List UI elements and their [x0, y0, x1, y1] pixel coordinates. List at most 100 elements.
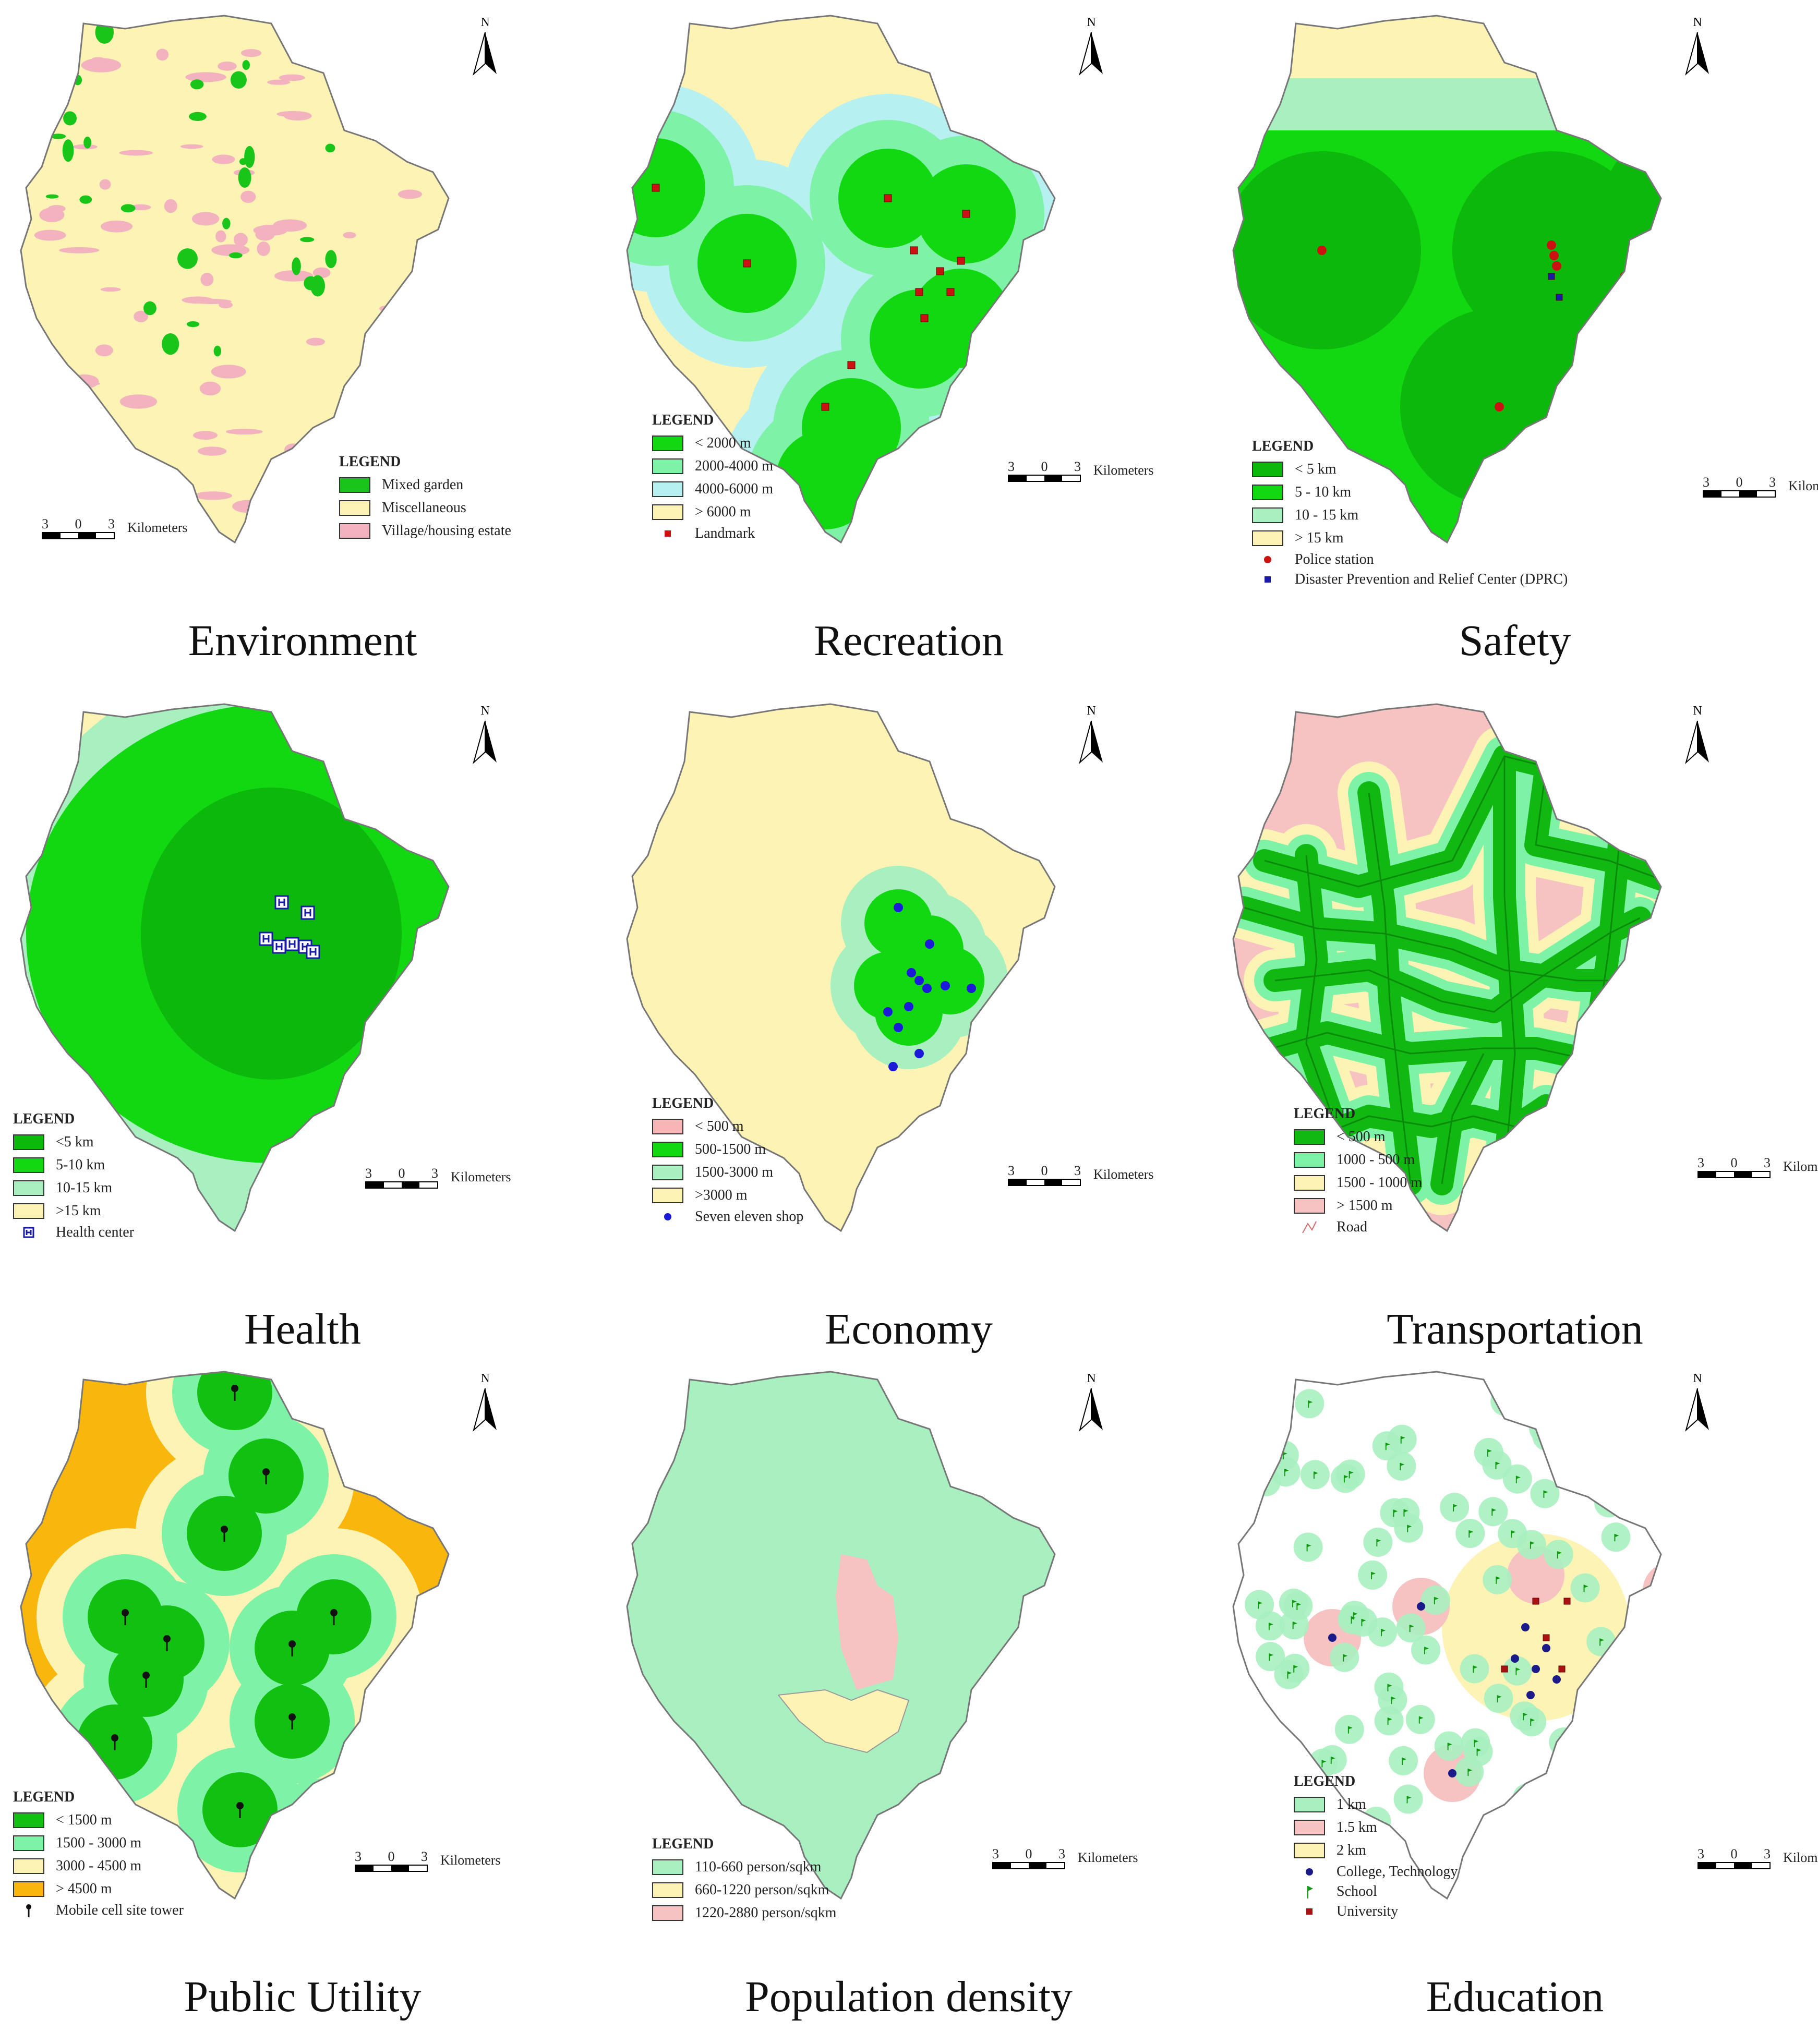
legend-label: 1500 - 3000 m: [56, 1835, 142, 1851]
landmark-marker: [915, 288, 923, 296]
village-patch: [156, 49, 169, 61]
legend-label: Mobile cell site tower: [56, 1902, 184, 1918]
garden-patch: [79, 195, 92, 204]
village-patch: [100, 287, 121, 292]
seven-eleven-marker: [914, 976, 924, 985]
school-marker: [1386, 1443, 1390, 1446]
village-patch: [62, 410, 100, 418]
legend-item: 1500 - 3000 m: [13, 1832, 184, 1855]
dprc-marker: [1556, 294, 1563, 301]
school-buffer: [1608, 1793, 1638, 1823]
village-patch: [279, 74, 305, 81]
legend-item: Village/housing estate: [339, 519, 511, 542]
school-buffer: [1330, 1642, 1359, 1672]
scale-tick-label: 0: [75, 516, 82, 531]
garden-patch: [50, 134, 66, 139]
school-buffer: [1274, 1660, 1304, 1689]
school-buffer: [1601, 1522, 1631, 1552]
legend-label: 1500 - 1000 m: [1337, 1175, 1423, 1191]
legend-label: 110-660 person/sqkm: [695, 1859, 822, 1875]
legend-swatch: [13, 1835, 44, 1851]
legend: LEGEND < 5 km 5 - 10 km 10 - 15 km > 15 km Po…: [1252, 438, 1568, 589]
map-public-utility: [20, 1371, 450, 1900]
school-marker: [1544, 1490, 1548, 1494]
garden-patch: [189, 112, 207, 121]
legend-item: > 4500 m: [13, 1878, 184, 1901]
school-buffer: [1372, 1431, 1402, 1461]
legend-label: Police station: [1295, 551, 1374, 567]
north-arrow: N: [1682, 704, 1713, 767]
legend-swatch: [652, 1119, 683, 1134]
scale-tick-label: 3: [1074, 1163, 1081, 1178]
village-patch: [284, 443, 302, 456]
school-marker: [1343, 1654, 1348, 1658]
school-marker: [1294, 1665, 1298, 1668]
flag-icon: [1307, 1886, 1313, 1898]
map-safety: [1232, 15, 1662, 544]
legend-item: 5-10 km: [13, 1154, 134, 1177]
legend-swatch: [13, 1858, 44, 1874]
garden-patch: [190, 79, 204, 90]
school-buffer: [1502, 1464, 1532, 1494]
legend-title: LEGEND: [1294, 1773, 1356, 1789]
village-patch: [55, 453, 69, 458]
north-label: N: [1087, 704, 1096, 718]
scale-tick-label: 3: [1764, 1155, 1771, 1170]
legend-label: < 2000 m: [695, 435, 751, 451]
school-marker: [1307, 1544, 1311, 1547]
school-buffer: [1295, 1389, 1325, 1419]
north-arrow-icon: [1685, 32, 1709, 76]
school-buffer: [1420, 1585, 1450, 1615]
school-marker: [1362, 1618, 1366, 1622]
village-patch: [199, 381, 221, 396]
legend-symbol-item: Road: [1294, 1217, 1422, 1237]
school-buffer: [1483, 1565, 1512, 1594]
garden-patch: [95, 21, 114, 44]
north-arrow-icon: [1685, 720, 1709, 765]
school-buffer: [1338, 1604, 1367, 1634]
legend-label: 1000 - 500 m: [1337, 1152, 1415, 1168]
school-buffer: [1498, 1519, 1527, 1549]
buffer-zone: [776, 430, 875, 529]
legend-title: LEGEND: [1252, 438, 1314, 454]
panel-caption: Environment: [188, 616, 417, 665]
school-marker: [1259, 1844, 1264, 1847]
school-buffer: [1484, 1684, 1513, 1713]
school-buffer: [1279, 1610, 1309, 1640]
school-buffer: [1594, 1488, 1623, 1518]
village-patch: [194, 491, 232, 500]
landmark-marker: [962, 210, 970, 218]
map-recreation: [626, 15, 1056, 544]
scale-tick-label: 0: [1041, 1163, 1048, 1178]
legend-label: < 500 m: [1337, 1129, 1386, 1145]
panel-caption: Education: [1426, 1973, 1604, 2021]
legend-item: > 15 km: [1252, 527, 1568, 550]
scale-tick-label: 0: [1730, 1155, 1738, 1170]
seven-eleven-marker: [888, 1062, 898, 1071]
university-marker: [1558, 1665, 1566, 1673]
road-line: [1503, 756, 1516, 1174]
panel-transportation: N LEGEND < 500 m 1000 - 500 m 1500 - 1000 m >…: [1212, 688, 1818, 1366]
scale-unit: Kilometers: [1093, 463, 1154, 478]
school-marker: [1402, 1757, 1407, 1761]
panel-caption: Recreation: [814, 616, 1004, 665]
legend: LEGEND < 500 m 1000 - 500 m 1500 - 1000 m > …: [1294, 1106, 1422, 1237]
village-patch: [276, 111, 309, 117]
landmark-marker: [884, 194, 892, 202]
school-buffer: [1525, 1782, 1555, 1811]
school-buffer: [1560, 1426, 1590, 1456]
legend-label: 1220-2880 person/sqkm: [695, 1905, 837, 1921]
school-marker: [1622, 1805, 1627, 1808]
north-arrow: N: [469, 16, 501, 78]
school-marker: [1344, 1475, 1349, 1479]
legend: LEGEND < 1500 m 1500 - 3000 m 3000 - 4500 m…: [13, 1789, 184, 1920]
north-arrow-icon: [1079, 1388, 1103, 1432]
garden-patch: [244, 146, 255, 168]
school-marker: [1569, 1846, 1574, 1850]
legend-label: Miscellaneous: [382, 500, 466, 516]
legend-label: 10 - 15 km: [1295, 507, 1359, 523]
village-patch: [87, 501, 111, 508]
village-patch: [306, 337, 325, 346]
garden-patch: [63, 111, 77, 126]
legend-item: 3000 - 4500 m: [13, 1855, 184, 1878]
